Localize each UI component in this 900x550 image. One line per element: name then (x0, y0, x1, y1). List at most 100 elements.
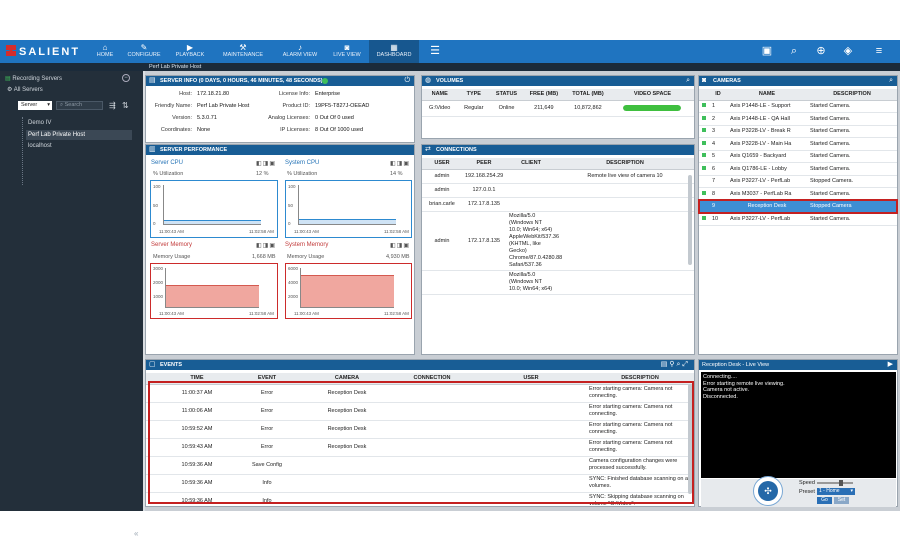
set-button[interactable]: Set (834, 497, 849, 504)
menu-icon[interactable]: ≡ (875, 45, 883, 57)
table-row[interactable]: 10:59:43 AM Error Reception Desk Error star… (146, 438, 694, 457)
chart-controls-icon[interactable]: ◧◨▣ (256, 243, 277, 249)
table-row[interactable]: admin 172.17.8.135 Mozilla/5.0 (Windows NT… (422, 211, 694, 271)
nav-configure[interactable]: ✎ CONFIGURE (124, 40, 164, 63)
table-row[interactable]: 3 Axis P3228-LV - Break R Started Camera. (699, 125, 897, 138)
column-header[interactable]: TIME (166, 373, 228, 385)
column-header[interactable]: PEER (462, 158, 506, 170)
volume-type: Regular (457, 100, 491, 117)
nav-dashboard[interactable]: ▦ DASHBOARD (369, 40, 419, 63)
nav-maintenance[interactable]: ⚒ MAINTENANCE (216, 40, 270, 63)
zoom-icon[interactable]: ⊕ (816, 45, 826, 57)
table-row[interactable]: 8 Axis M3037 - PerfLab Ra Started Camera. (699, 187, 897, 201)
table-row[interactable]: 2 Axis P1448-LE - QA Hall Started Camera. (699, 112, 897, 126)
axis-label: 3000 (153, 266, 164, 271)
live-view-panel: Reception Desk - Live View ▶ Connecting..… (698, 359, 898, 507)
column-header[interactable]: EVENT (228, 373, 306, 385)
table-row[interactable]: admin 127.0.0.1 (422, 183, 694, 198)
table-row[interactable]: 10:59:36 AM Save Config Camera configurati… (146, 456, 694, 475)
scrollbar[interactable] (688, 175, 692, 265)
column-header[interactable]: CLIENT (506, 158, 556, 170)
collapse-icon[interactable]: − (122, 74, 130, 82)
search-icon[interactable]: ⌕ (889, 77, 893, 84)
online-status-icon (702, 215, 706, 220)
table-row[interactable]: 11:00:06 AM Error Reception Desk Error star… (146, 402, 694, 421)
speed-slider-thumb[interactable] (839, 480, 843, 486)
table-row[interactable]: 6 Axis Q1786-LE - Lobby Started Camera. (699, 162, 897, 176)
table-row[interactable]: 11:00:37 AM Error Reception Desk Error star… (146, 384, 694, 403)
search-field[interactable]: ⌕ Search (56, 101, 103, 110)
event-user (476, 384, 586, 403)
preset-select[interactable]: 1 - Home ▾ (817, 488, 855, 495)
nav-home[interactable]: ⌂ HOME (92, 40, 118, 63)
column-header[interactable]: CAMERA (306, 373, 388, 385)
event-description: Error starting camera: Camera not connec… (586, 402, 694, 421)
table-row[interactable]: 5 Axis Q1659 - Backyard Started Camera. (699, 150, 897, 163)
server-list-icon[interactable]: ⇶ (109, 101, 116, 110)
column-header[interactable]: DESCRIPTION (586, 373, 694, 385)
sort-icon[interactable]: ⇅ (122, 101, 129, 110)
info-coordinates: Coordinates: None (146, 127, 210, 133)
home-icon: ⌂ (102, 43, 108, 52)
table-row[interactable]: 7 Axis P3227-LV - PerfLab Stopped Camera. (699, 175, 897, 188)
chart-controls-icon[interactable]: ◧◨▣ (256, 161, 277, 167)
clipboard-icon[interactable]: ▣ (761, 45, 773, 57)
all-servers-item[interactable]: ⚙ All Servers (7, 86, 43, 93)
table-row[interactable]: admin 192.168.254.29 Remote live view of c… (422, 169, 694, 184)
speed-slider[interactable] (817, 480, 853, 486)
nav-playback[interactable]: ▶ PLAYBACK (170, 40, 210, 63)
column-header[interactable]: CONNECTION (388, 373, 476, 385)
table-row[interactable]: 10 Axis P3227-LV - PerfLab Started Camera. (699, 212, 897, 226)
column-header[interactable]: DESCRIPTION (807, 89, 897, 101)
scrollbar[interactable] (688, 384, 692, 494)
events-table: TIME EVENT CAMERA CONNECTION USER DESCRI… (146, 373, 694, 506)
tree-item-demo-iv[interactable]: Demo IV (28, 120, 52, 126)
layers-icon[interactable]: ◈ (843, 45, 853, 57)
ptz-joystick[interactable]: ✣ (753, 476, 783, 506)
axis-label: 11:00:43 AM (159, 229, 184, 234)
table-row[interactable]: 1 Axis P1448-LE - Support Started Camera. (699, 100, 897, 113)
table-row[interactable]: G:\Video Regular Online 211,649 10,872,8… (422, 100, 694, 117)
camera-name: Axis M3037 - PerfLab Ra (727, 187, 807, 201)
table-row[interactable]: 10:59:36 AM Info SYNC: Skipping database s… (146, 492, 694, 506)
play-circle-icon[interactable]: ▶ (887, 361, 893, 368)
camera-description: Started Camera. (807, 162, 897, 176)
column-header[interactable]: DESCRIPTION (556, 158, 694, 170)
search-icon[interactable]: ⌕ (790, 45, 798, 57)
nav-live-view[interactable]: ◙ LIVE VIEW (328, 40, 366, 63)
chart-controls-icon[interactable]: ◧◨▣ (390, 161, 411, 167)
column-header[interactable]: USER (422, 158, 462, 170)
server-select[interactable]: Server ▾ (18, 101, 52, 110)
chart-controls-icon[interactable]: ◧◨▣ (390, 243, 411, 249)
table-row[interactable]: 4 Axis P3228-LV - Main Ha Started Camera. (699, 137, 897, 151)
go-button[interactable]: Go (817, 497, 832, 504)
table-row[interactable]: 10:59:36 AM Info SYNC: Finished database s… (146, 474, 694, 493)
live-video-area[interactable]: Connecting.... Error starting remote liv… (701, 372, 896, 478)
table-row[interactable]: 10:59:52 AM Error Reception Desk Error star… (146, 420, 694, 439)
column-header[interactable]: NAME (422, 89, 458, 101)
column-header[interactable]: VIDEO SPACE (610, 89, 694, 101)
table-row[interactable]: Mozilla/5.0 (Windows NT 10.0; Win64; x64… (422, 270, 694, 295)
list-view-icon[interactable]: ☰ (430, 45, 440, 57)
power-icon[interactable]: ⏻ (404, 77, 410, 84)
column-header[interactable]: NAME (727, 89, 807, 101)
tree-item-localhost[interactable]: localhost (28, 143, 52, 149)
column-header[interactable]: ID (709, 89, 727, 101)
table-row-selected[interactable]: 9 Reception Desk Stopped Camera (698, 199, 898, 214)
camera-id: 9 (709, 200, 727, 213)
nav-alarm-view[interactable]: ♪ ALARM VIEW (276, 40, 324, 63)
column-header[interactable]: USER (476, 373, 586, 385)
event-connection (388, 420, 476, 439)
tree-item-perf-lab[interactable]: Perf Lab Private Host (26, 130, 132, 140)
play-icon: ▶ (186, 43, 194, 52)
column-header[interactable]: TYPE (457, 89, 491, 101)
column-header[interactable]: FREE (MB) (522, 89, 565, 101)
table-row[interactable]: brian.carle 172.17.8.135 (422, 197, 694, 212)
column-header[interactable]: TOTAL (MB) (564, 89, 611, 101)
events-toolbar-icons[interactable]: ▤⚲⌕⤢ (660, 361, 690, 368)
search-icon[interactable]: ⌕ (686, 77, 690, 84)
collapse-sidebar-icon[interactable]: « (134, 529, 139, 538)
server-memory-title: Server Memory (151, 242, 193, 248)
column-header[interactable]: STATUS (490, 89, 523, 101)
recording-servers-header[interactable]: ▤ Recording Servers (5, 75, 62, 82)
